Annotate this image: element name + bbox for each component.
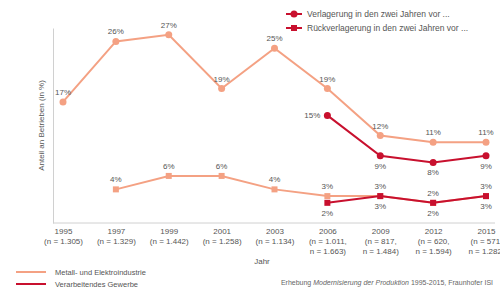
data-label: 3% xyxy=(374,182,386,191)
x-tick: 2012(n = 620,n = 1.594) xyxy=(416,227,453,256)
legend-measures: Verlagerung in den zwei Jahren vor ... Rü… xyxy=(286,9,468,33)
data-point xyxy=(219,173,225,179)
data-point xyxy=(113,186,119,192)
y-axis xyxy=(53,29,54,224)
data-label: 2% xyxy=(322,209,334,218)
data-point xyxy=(430,200,436,206)
data-point xyxy=(483,193,489,199)
x-tick: 2009(n = 817,n = 1.484) xyxy=(363,227,400,256)
data-label: 3% xyxy=(480,202,492,211)
x-tick: 2006(n = 1.011,n = 1.663) xyxy=(309,227,347,256)
source-part: 1995-2015, Fraunhofer ISI xyxy=(409,279,493,286)
data-label: 3% xyxy=(322,182,334,191)
data-label: 2% xyxy=(427,189,439,198)
source-part: Modernisierung der Produktion xyxy=(313,279,409,287)
x-tick-label: 2006(n = 1.011,n = 1.663) xyxy=(309,227,347,256)
data-point xyxy=(377,193,383,199)
x-tick: 1997(n = 1.329) xyxy=(97,227,136,246)
x-tick-label: 2003(n = 1.134) xyxy=(256,227,295,246)
data-label: 8% xyxy=(427,168,439,177)
data-point xyxy=(166,173,172,179)
x-tick-label: 2009(n = 817,n = 1.484) xyxy=(363,227,400,256)
x-axis-line xyxy=(53,223,495,224)
legend-label: Verarbeitendes Gewerbe xyxy=(55,280,138,289)
data-point xyxy=(60,98,67,105)
data-point xyxy=(324,200,330,206)
x-tick: 2015(n = 571,n = 1.282) xyxy=(468,227,500,256)
data-label: 25% xyxy=(266,34,282,43)
data-point xyxy=(430,159,437,166)
data-label: 2% xyxy=(427,209,439,218)
data-label: 15% xyxy=(304,111,320,120)
data-point xyxy=(218,85,225,92)
data-point xyxy=(165,31,172,38)
data-label: 4% xyxy=(110,175,122,184)
x-tick-label: 1999(n = 1.442) xyxy=(150,227,189,246)
plot-area xyxy=(60,31,490,206)
x-tick: 1999(n = 1.442) xyxy=(150,227,189,246)
data-point xyxy=(430,200,436,206)
series-line xyxy=(116,176,486,203)
data-label: 6% xyxy=(163,162,175,171)
data-point xyxy=(324,112,331,119)
legend-label: Rückverlagerung in den zwei Jahren vor .… xyxy=(307,23,468,33)
data-label: 19% xyxy=(319,75,335,84)
x-axis: 1995(n = 1.305) 1997(n = 1.329) 1999(n = 1… xyxy=(44,227,500,256)
data-point xyxy=(377,152,384,159)
series-line xyxy=(327,196,486,203)
data-point xyxy=(324,193,330,199)
data-label: 12% xyxy=(372,122,388,131)
data-point xyxy=(377,193,383,199)
legend-groups: Metall- und Elektroindustrie Verarbeitend… xyxy=(16,268,146,289)
data-label: 19% xyxy=(214,75,230,84)
data-point xyxy=(483,193,489,199)
x-tick-label: 1997(n = 1.329) xyxy=(97,227,136,246)
x-tick-label: 2015(n = 571,n = 1.282) xyxy=(468,227,500,256)
chart: 1995(n = 1.305) 1997(n = 1.329) 1999(n = 1… xyxy=(0,0,500,299)
series-line xyxy=(327,115,486,162)
data-point xyxy=(112,38,119,45)
data-label: 11% xyxy=(478,128,493,137)
y-axis-title: Anteil an Betrieben (in %) xyxy=(37,80,46,171)
source: Erhebung Modernisierung der Produktion 1… xyxy=(281,279,493,287)
x-tick-label: 2012(n = 620,n = 1.594) xyxy=(416,227,453,256)
source-part: Erhebung xyxy=(281,279,313,287)
y-axis-line xyxy=(53,29,54,224)
data-labels: 17% 26% 27% 19% 25% 19% 12% 11% 11% 15% 9% 8% 9% 4% 6%… xyxy=(55,21,494,218)
data-point xyxy=(483,139,490,146)
series-line xyxy=(63,35,486,143)
data-point xyxy=(483,152,490,159)
x-tick-label: 1995(n = 1.305) xyxy=(44,227,83,246)
legend-line xyxy=(16,283,46,285)
data-label: 3% xyxy=(374,202,386,211)
data-label: 27% xyxy=(161,21,177,30)
legend-line xyxy=(16,271,46,273)
data-point xyxy=(430,139,437,146)
data-label: 9% xyxy=(480,162,492,171)
data-label: 17% xyxy=(55,88,71,97)
legend-marker xyxy=(291,25,297,31)
data-label: 9% xyxy=(374,162,386,171)
data-label: 26% xyxy=(108,27,124,36)
data-point xyxy=(377,132,384,139)
x-tick-label: 2001(n = 1.258) xyxy=(203,227,242,246)
x-axis-title: Jahr xyxy=(254,257,270,266)
x-tick: 2003(n = 1.134) xyxy=(256,227,295,246)
legend-label: Verlagerung in den zwei Jahren vor ... xyxy=(307,9,450,19)
data-point xyxy=(271,45,278,52)
legend-marker xyxy=(291,11,298,18)
x-tick: 1995(n = 1.305) xyxy=(44,227,83,246)
data-point xyxy=(324,85,331,92)
data-label: 3% xyxy=(480,182,492,191)
legend-label: Metall- und Elektroindustrie xyxy=(55,268,146,277)
x-tick: 2001(n = 1.258) xyxy=(203,227,242,246)
data-label: 6% xyxy=(216,162,228,171)
data-label: 11% xyxy=(425,128,440,137)
data-label: 4% xyxy=(269,175,281,184)
data-point xyxy=(272,186,278,192)
